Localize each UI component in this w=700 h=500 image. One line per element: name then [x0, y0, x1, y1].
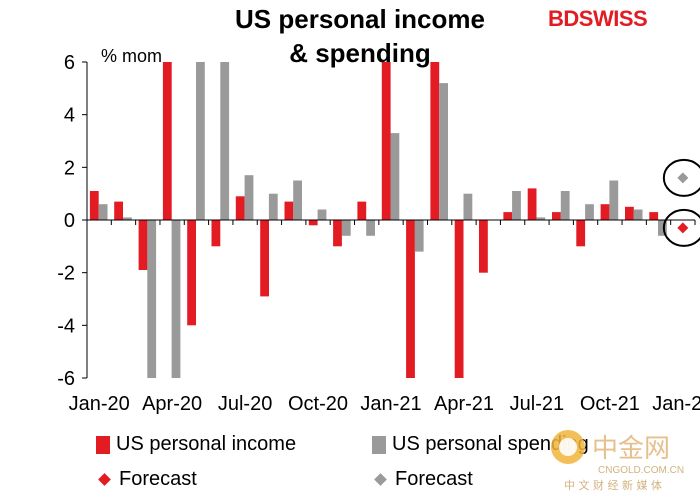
legend-income-label: US personal income [116, 433, 297, 455]
watermark-cn: 中金网 [592, 434, 670, 464]
y-axis-unit-label: % mom [101, 46, 162, 66]
forecast-income-highlight-circle [662, 208, 700, 247]
legend-forecast-spending: Forecast [372, 468, 473, 491]
y-tick-label-2: 2 [64, 157, 75, 179]
spending-bar-Nov-20 [341, 220, 351, 236]
forecast-income-marker [677, 222, 689, 234]
income-bar-Mar-21 [430, 62, 440, 220]
forecast-spending-marker [677, 172, 689, 184]
x-tick-label-Jan-21: Jan-21 [360, 393, 421, 415]
brand-part1: BD [548, 6, 579, 31]
spending-bar-May-20 [196, 62, 205, 220]
x-tick-label-Jan-20: Jan-20 [69, 393, 130, 415]
chart-title-line2: & spending [289, 38, 431, 68]
forecast-spending-highlight-circle [662, 158, 700, 197]
x-tick-label-Jul-21: Jul-21 [510, 393, 564, 415]
income-bar-Oct-20 [308, 220, 318, 226]
watermark-logo: 中金网 CNGOLD.COM.CN 中 文 财 经 新 媒 体 [551, 430, 684, 492]
watermark-url: CNGOLD.COM.CN [598, 465, 684, 476]
x-tick-label-Jul-20: Jul-20 [218, 393, 272, 415]
income-bar-Dec-21 [649, 212, 659, 220]
spending-bar-Apr-20 [171, 220, 181, 378]
x-tick-label-Oct-21: Oct-21 [580, 393, 640, 415]
x-tick-label-Apr-20: Apr-20 [142, 393, 202, 415]
income-bar-Jan-20 [89, 191, 99, 220]
spending-bar-Dec-21 [658, 220, 667, 236]
income-bar-Aug-20 [260, 220, 269, 297]
spending-bar-Mar-21 [439, 83, 448, 220]
legend-spending-swatch [372, 435, 386, 454]
chart-title-line1: US personal income [235, 4, 485, 34]
spending-bar-Oct-21 [609, 180, 619, 220]
income-bar-Nov-21 [625, 206, 634, 220]
income-bar-Aug-21 [552, 212, 561, 220]
spending-bar-Apr-21 [463, 193, 473, 220]
legend-spending-label: US personal spending [392, 433, 589, 455]
income-bar-Sep-21 [576, 220, 586, 247]
income-bar-Jun-21 [503, 212, 513, 220]
spending-bar-Feb-20 [123, 217, 132, 220]
income-bar-Oct-21 [600, 204, 610, 220]
income-bar-Jul-20 [235, 196, 245, 220]
income-bar-May-20 [187, 220, 196, 326]
income-bar-Feb-20 [114, 201, 123, 220]
spending-bar-Nov-21 [633, 209, 643, 220]
watermark-coin-inner [559, 438, 577, 456]
spending-bar-Jan-20 [98, 204, 108, 220]
income-bar-Apr-21 [454, 220, 464, 378]
y-tick-label--6: -6 [57, 368, 75, 390]
y-tick-label--2: -2 [57, 263, 75, 285]
income-bar-Nov-20 [333, 220, 342, 247]
watermark-sub: 中 文 财 经 新 媒 体 [564, 478, 662, 492]
legend-forecast-income: Forecast [96, 468, 197, 491]
legend-forecast-income-marker [98, 473, 111, 486]
spending-bar-Aug-20 [268, 193, 278, 220]
spending-bar-Jul-20 [244, 175, 254, 220]
y-tick-label-0: 0 [64, 210, 75, 232]
x-tick-label-Jan-22: Jan-22 [652, 393, 700, 415]
y-tick-label-6: 6 [64, 52, 75, 74]
income-bar-Apr-20 [162, 62, 172, 220]
legend-income: US personal income [96, 433, 296, 456]
legend-forecast-spending-marker [374, 473, 387, 486]
spending-bar-Feb-21 [414, 220, 424, 252]
income-bar-Jan-21 [381, 62, 391, 220]
spending-bar-Jun-20 [220, 62, 230, 220]
income-bar-May-21 [479, 220, 488, 273]
spending-bar-Sep-20 [293, 180, 302, 220]
spending-bar-Dec-20 [366, 220, 375, 236]
y-tick-label--4: -4 [57, 315, 75, 337]
income-bar-Jul-21 [527, 188, 537, 220]
income-bar-Sep-20 [284, 201, 294, 220]
spending-bar-Sep-21 [585, 204, 594, 220]
legend-income-swatch [96, 435, 110, 454]
income-bar-Dec-20 [357, 201, 367, 220]
bdswiss-logo: BDSWISS [548, 6, 648, 32]
spending-bar-Jun-21 [512, 191, 521, 220]
brand-part2: SWISS [578, 6, 648, 31]
x-tick-label-Apr-21: Apr-21 [434, 393, 494, 415]
spending-bar-Mar-20 [147, 220, 157, 378]
y-tick-label-4: 4 [64, 105, 75, 127]
spending-bar-Jul-21 [536, 217, 546, 220]
income-bar-Jun-20 [211, 220, 221, 247]
spending-bar-Aug-21 [560, 191, 570, 220]
legend-spending: US personal spending [372, 433, 589, 456]
legend-forecast-spending-label: Forecast [395, 468, 473, 490]
legend-forecast-income-label: Forecast [119, 468, 197, 490]
income-bar-Feb-21 [406, 220, 415, 378]
spending-bar-Oct-20 [317, 209, 327, 220]
income-bar-Mar-20 [138, 220, 148, 270]
spending-bar-Jan-21 [390, 133, 400, 220]
x-tick-label-Oct-20: Oct-20 [288, 393, 348, 415]
